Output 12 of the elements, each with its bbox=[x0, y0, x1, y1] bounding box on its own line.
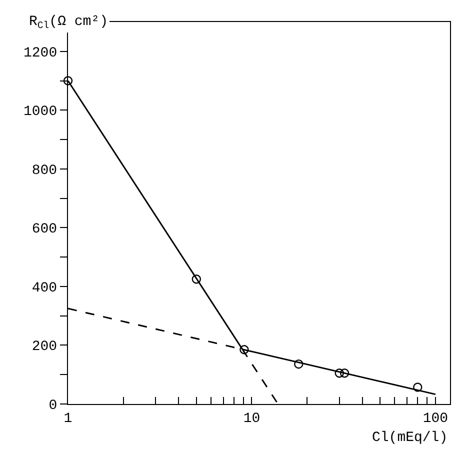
y-tick-label: 0 bbox=[48, 398, 58, 414]
y-tick-label: 1000 bbox=[23, 104, 58, 120]
x-tick-label: 1 bbox=[64, 410, 72, 427]
y-tick-label: 1200 bbox=[23, 45, 58, 62]
y-tick-label: 400 bbox=[32, 280, 58, 296]
y-tick-label: 800 bbox=[32, 162, 58, 179]
y-axis-title: R$_{Cl}$(Ω cm²) bbox=[29, 14, 108, 31]
x-tick-label: 10 bbox=[243, 410, 260, 427]
x-axis-title: Cl(mEq/l) bbox=[372, 430, 448, 446]
y-tick-label: 200 bbox=[32, 339, 58, 356]
x-tick-label: 100 bbox=[422, 410, 448, 427]
y-tick-label: 600 bbox=[32, 222, 58, 238]
